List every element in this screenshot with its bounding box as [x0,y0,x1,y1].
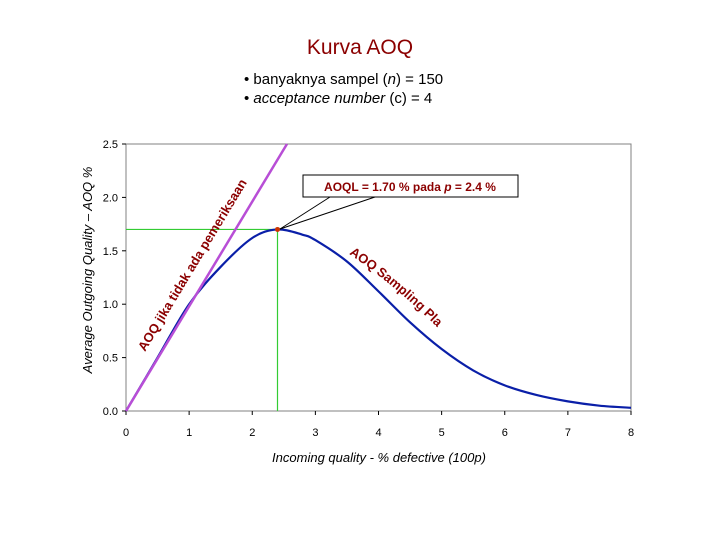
aoql-guides [126,228,279,411]
plan-parameters: • banyaknya sampel (n) = 150 • acceptanc… [244,70,443,108]
aoql-annotation: AOQL = 1.70 % pada p = 2.4 % [279,174,519,230]
x-tick-label: 3 [312,427,318,439]
y-tick-label: 1.5 [103,246,118,258]
x-tick-label: 1 [186,427,192,439]
slide-title: Kurva AOQ [306,36,414,59]
x-axis-label: Incoming quality - % defective (100p) [272,450,486,465]
annotation-leader-1 [279,196,331,230]
aoq-curve [125,228,632,412]
annotation-leader-2 [279,196,376,230]
x-tick-label: 8 [628,427,634,439]
y-tick-label: 0.0 [103,406,118,418]
sample-size-bullet: • banyaknya sampel (n) = 150 [244,71,444,88]
y-tick-label: 1.0 [103,299,118,311]
annotation-box [302,174,519,198]
x-tick-label: 5 [439,427,445,439]
y-axis: 0.0 0.5 1.0 1.5 2.0 2.5 [103,139,126,418]
y-tick-label: 2.5 [103,139,118,151]
y-axis-label: Average Outgoing Quality – AOQ % [80,167,95,375]
acceptance-number-bullet: • acceptance number (c) = 4 [244,90,433,107]
x-tick-label: 0 [123,427,129,439]
x-axis: 0 1 2 3 4 5 6 7 8 [123,411,634,439]
aoql-point [275,226,280,232]
y-tick-label: 2.0 [103,192,118,204]
annotation-text: AOQL = 1.70 % pada p = 2.4 % [324,180,496,194]
reference-line [124,143,289,412]
x-tick-label: 6 [502,427,508,439]
x-tick-label: 4 [375,427,381,439]
x-tick-label: 7 [565,427,571,439]
series-group [125,226,632,412]
x-tick-label: 2 [249,427,255,439]
y-tick-label: 0.5 [103,353,118,365]
